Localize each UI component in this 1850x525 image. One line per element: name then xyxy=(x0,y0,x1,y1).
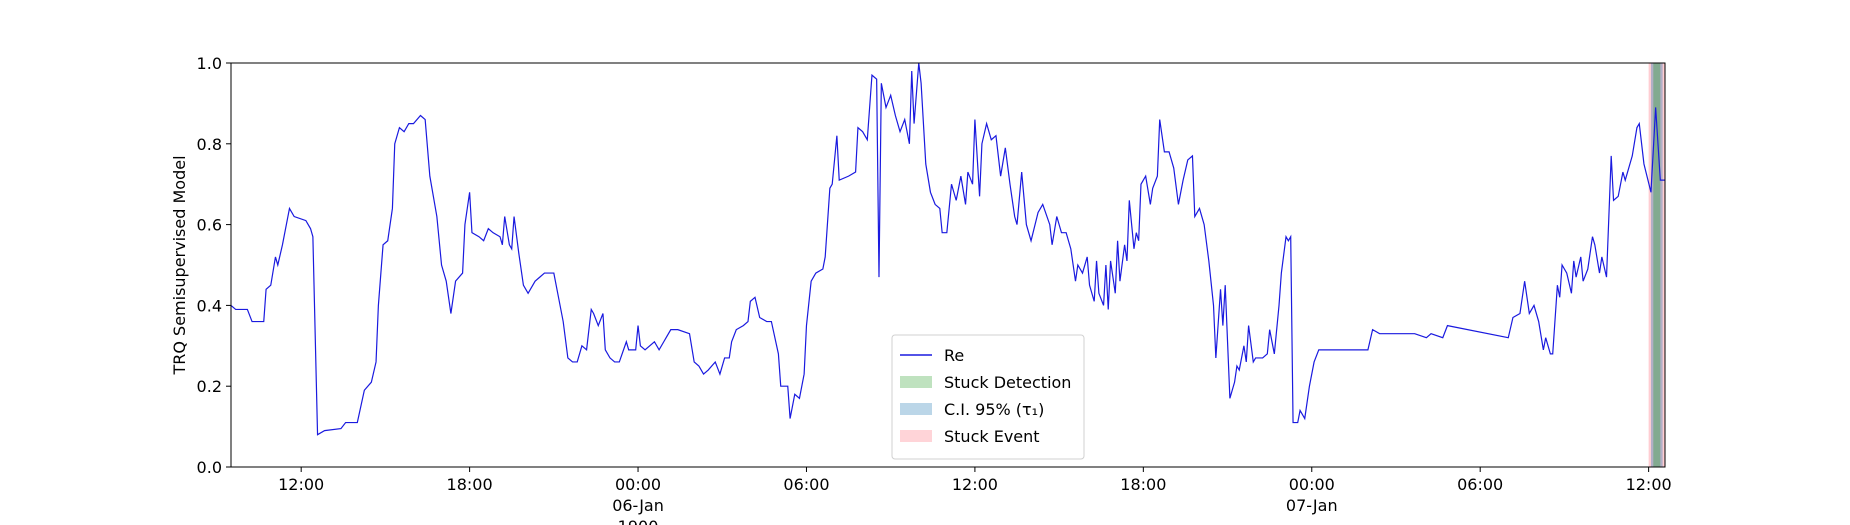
y-tick-label: 0.8 xyxy=(197,135,222,154)
x-tick-label: 12:00 xyxy=(278,475,324,494)
line xyxy=(230,62,1665,436)
x-tick-label: 18:00 xyxy=(447,475,493,494)
x-tick-label: 12:00 xyxy=(952,475,998,494)
span xyxy=(1650,63,1663,467)
y-tick-label: 1.0 xyxy=(197,54,222,73)
y-tick-label: 0.0 xyxy=(197,458,222,477)
span xyxy=(1653,63,1661,467)
plot-frame xyxy=(230,62,1666,468)
legend-box xyxy=(891,334,1085,460)
x-tick-label: 18:00 xyxy=(1120,475,1166,494)
legend-label: C.I. 95% (τ₁) xyxy=(944,400,1044,419)
x-tick-label: 12:00 xyxy=(1626,475,1672,494)
y-axis-label: TRQ Semisupervised Model xyxy=(170,155,189,375)
x-tick-label: 06:00 xyxy=(783,475,829,494)
x-tick-label: 00:00 07-Jan xyxy=(1286,475,1338,515)
legend-patch xyxy=(900,430,932,442)
legend-patch xyxy=(900,376,932,388)
y-tick-label: 0.6 xyxy=(197,216,222,235)
y-tick-label: 0.2 xyxy=(197,377,222,396)
legend-label: Re xyxy=(944,346,964,365)
legend-patch xyxy=(900,403,932,415)
x-tick-label: 06:00 xyxy=(1457,475,1503,494)
legend-label: Stuck Event xyxy=(944,427,1040,446)
y-tick-label: 0.4 xyxy=(197,296,222,315)
legend-label: Stuck Detection xyxy=(944,373,1071,392)
